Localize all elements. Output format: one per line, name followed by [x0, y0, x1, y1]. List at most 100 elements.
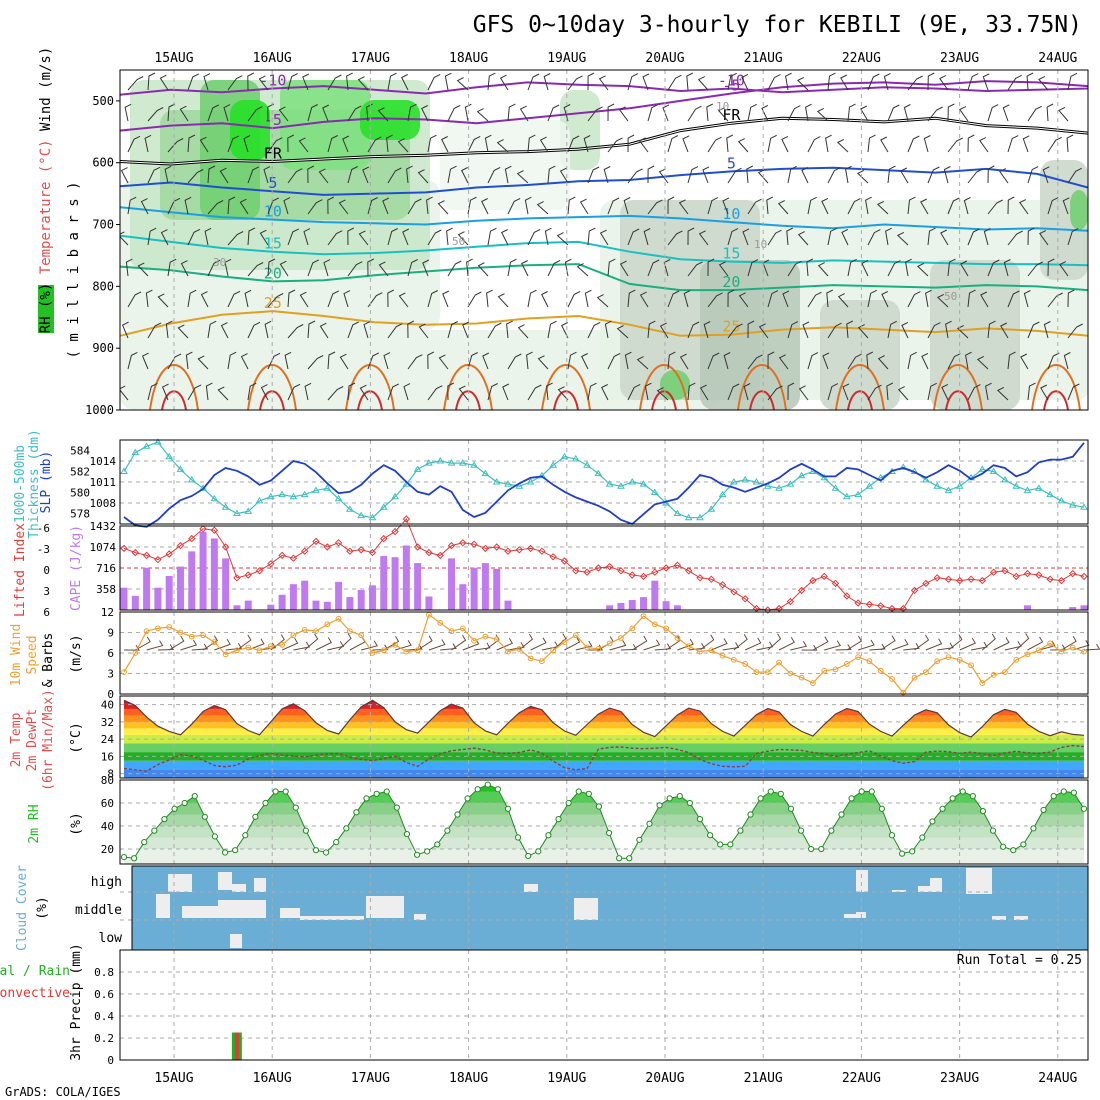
- wind-barb: [867, 289, 877, 308]
- wind-barb: [184, 196, 192, 215]
- lifted-index-point: [165, 550, 173, 558]
- wind-barb-10m: [903, 643, 920, 651]
- wind-barb: [367, 258, 375, 277]
- wind-barb: [546, 382, 553, 401]
- wind-barb: [722, 197, 730, 215]
- lifted-index-point: [978, 576, 987, 585]
- rh-point: [353, 809, 360, 816]
- wind-barb: [1002, 104, 1010, 122]
- wind-barb: [287, 228, 300, 246]
- wind-barb: [1046, 103, 1054, 122]
- lifted-index-point: [278, 551, 286, 560]
- wind-barb: [607, 352, 621, 370]
- lifted-index-point: [300, 547, 309, 555]
- rh-point: [131, 855, 138, 862]
- thickness-point: [989, 467, 998, 474]
- wind-barb: [687, 321, 700, 339]
- wind-barb: [667, 135, 679, 153]
- rh-point: [787, 805, 795, 812]
- wind-barb-10m: [417, 635, 433, 651]
- wind-barb: [920, 198, 929, 215]
- wind-barb-10m: [180, 639, 198, 651]
- wind-barb: [678, 199, 689, 215]
- wind-barb: [342, 135, 350, 153]
- thickness-point: [617, 482, 625, 489]
- dewpt-label: 2m DewPt: [25, 709, 40, 772]
- rh-point: [616, 855, 623, 862]
- wind-speed-point: [889, 676, 895, 682]
- temp-tick: 8: [107, 768, 114, 781]
- wind-barb: [967, 134, 975, 153]
- thickness-point: [244, 507, 253, 514]
- wind-barb: [402, 228, 410, 246]
- slp-line: [123, 442, 1085, 528]
- thickness-point: [165, 452, 174, 460]
- wind-barb: [618, 106, 629, 122]
- precip-tick: 0.4: [94, 1010, 114, 1023]
- wind-barb: [883, 73, 891, 91]
- lifted-index-point: [154, 555, 162, 564]
- wind-barb: [127, 135, 141, 153]
- wind-barb-10m: [587, 644, 604, 651]
- thickness-point: [379, 503, 388, 510]
- wind-barb: [167, 258, 177, 277]
- wind-barb: [307, 320, 316, 339]
- wind-barb: [738, 292, 749, 308]
- cape-bar: [628, 600, 636, 610]
- rh-point: [696, 816, 704, 823]
- wind-barb-10m: [880, 635, 896, 651]
- wind-barb: [947, 103, 955, 122]
- lifted-index-point: [684, 567, 693, 575]
- rh-point: [636, 836, 643, 843]
- wind-barb: [180, 260, 189, 277]
- wind-speed-point: [154, 625, 161, 632]
- rh-point: [747, 811, 754, 818]
- wind-speed-point: [482, 633, 489, 640]
- rh-point: [1080, 805, 1088, 812]
- wind-speed-point: [256, 647, 263, 654]
- wind-barb: [856, 169, 869, 184]
- wind-barb: [1047, 136, 1062, 153]
- wind-barb: [897, 386, 909, 401]
- wind-speed-point: [968, 662, 974, 669]
- wind-barb: [220, 322, 229, 339]
- wind-barb: [287, 383, 301, 401]
- thickness-point: [899, 463, 908, 470]
- wind-barb: [359, 384, 369, 401]
- wind-barb: [638, 137, 649, 153]
- wind-speed-point: [979, 680, 986, 686]
- wind-barb-10m: [959, 637, 976, 651]
- lifted-index-point: [120, 544, 128, 553]
- wind-barb: [121, 321, 129, 339]
- rh-point: [454, 811, 461, 818]
- wind-barb: [187, 73, 200, 91]
- thickness-point: [515, 482, 524, 489]
- speed-label: Speed: [25, 635, 40, 674]
- thickness-point: [1001, 475, 1009, 483]
- thickness-point: [933, 482, 942, 489]
- wind-barb: [587, 106, 603, 122]
- lifted-index-point: [210, 526, 219, 534]
- wind-speed-point: [606, 640, 613, 647]
- lifted-index-point: [786, 597, 795, 606]
- cape-bar: [606, 605, 614, 610]
- wind-barb-10m: [225, 643, 243, 651]
- wind-barb: [778, 354, 789, 370]
- wind-barb: [576, 263, 589, 277]
- lifted-index-point: [199, 525, 207, 533]
- wind-barb-10m: [1027, 636, 1044, 651]
- wind-barb-10m: [846, 635, 863, 651]
- rh-point: [221, 849, 229, 856]
- wind-barb: [887, 320, 897, 339]
- temp-label: 2m Temp: [9, 712, 24, 767]
- wind-barb-10m: [665, 635, 681, 651]
- wind-barb: [517, 324, 529, 339]
- wind-barb: [327, 74, 342, 91]
- thickness-point: [413, 465, 422, 472]
- lifted-index-point: [967, 575, 975, 583]
- rh-point: [424, 848, 431, 855]
- lifted-tick: 0: [43, 564, 50, 577]
- wind-barb: [761, 104, 769, 122]
- thickness-point: [639, 480, 648, 487]
- cape-bar: [1080, 605, 1088, 610]
